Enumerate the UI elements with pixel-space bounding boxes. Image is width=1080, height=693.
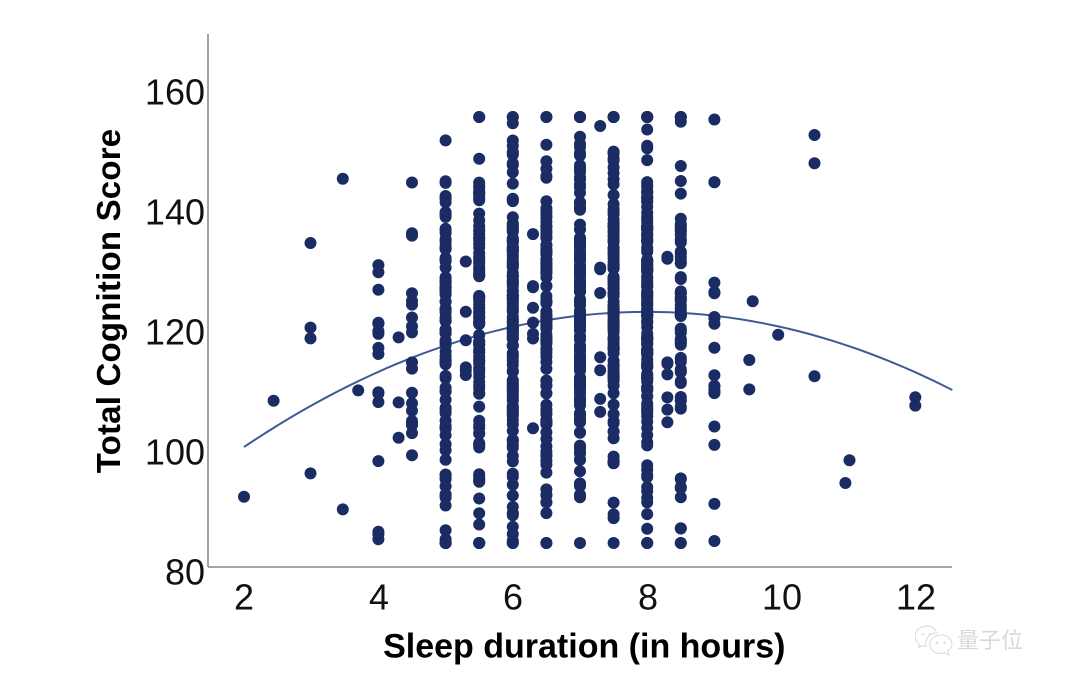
svg-text:4: 4 [369, 576, 389, 617]
svg-text:140: 140 [145, 192, 205, 233]
svg-text:80: 80 [165, 552, 205, 593]
svg-text:6: 6 [503, 576, 523, 617]
svg-text:10: 10 [762, 576, 802, 617]
svg-text:160: 160 [145, 72, 205, 113]
svg-text:100: 100 [145, 432, 205, 473]
svg-text:2: 2 [234, 576, 254, 617]
svg-text:12: 12 [896, 576, 936, 617]
svg-text:8: 8 [638, 576, 658, 617]
svg-text:120: 120 [145, 312, 205, 353]
